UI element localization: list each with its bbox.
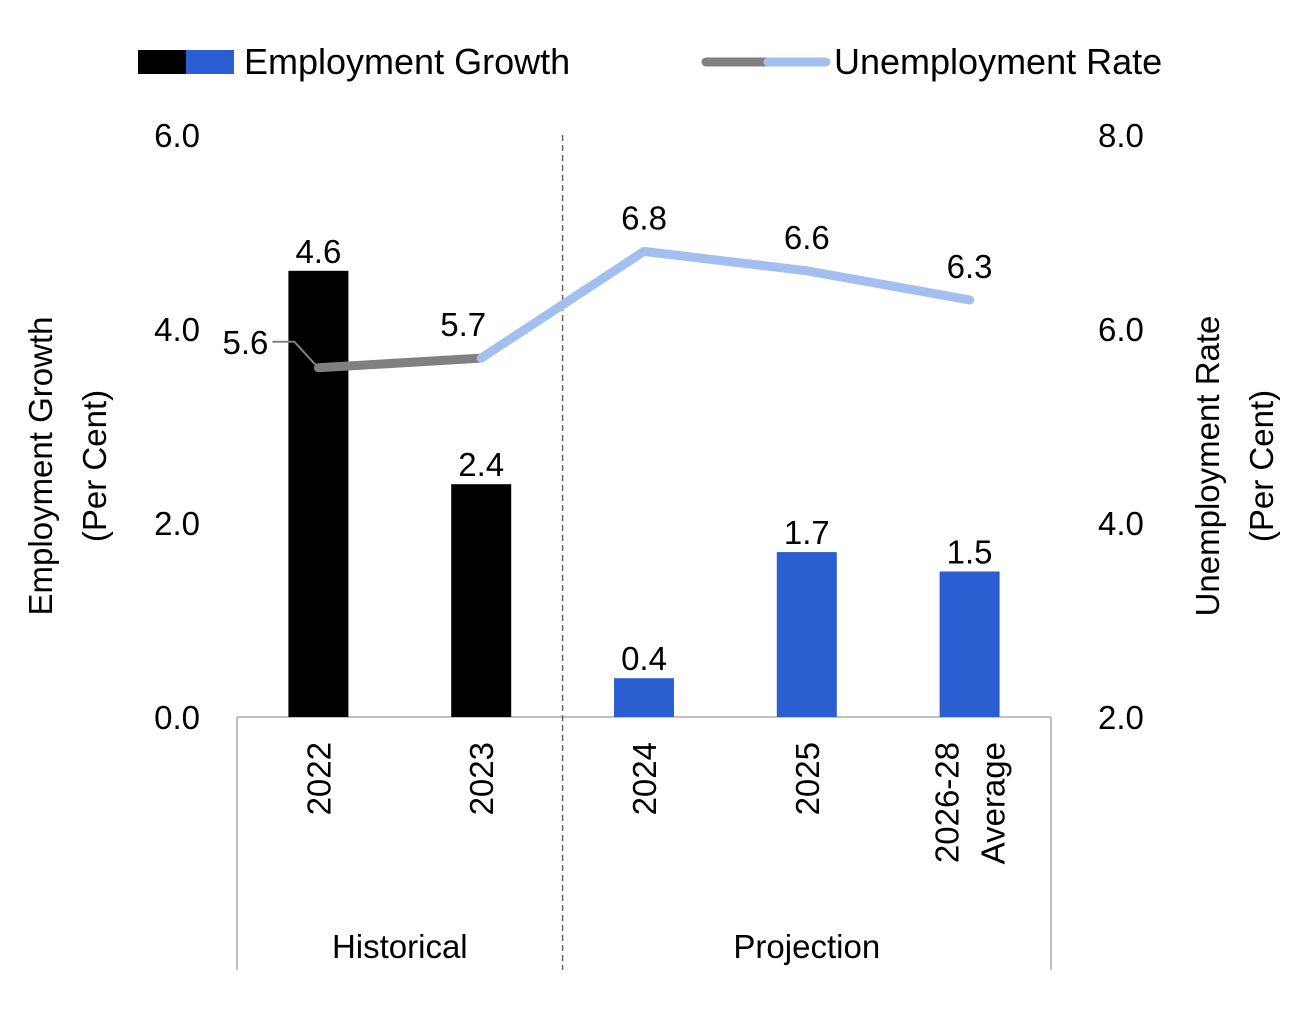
- category-label: 2024: [626, 742, 663, 815]
- category-label: Average: [975, 742, 1012, 864]
- y-right-tick-label: 2.0: [1098, 699, 1144, 736]
- y-left-axis-title: (Per Cent): [76, 390, 113, 542]
- legend-swatch-bar-historical: [138, 50, 186, 74]
- group-label: Projection: [733, 928, 880, 965]
- bar-value-label: 1.7: [784, 514, 830, 551]
- bar-2022: [288, 270, 349, 717]
- line-value-label: 6.3: [947, 248, 993, 285]
- bar-value-label: 0.4: [621, 640, 667, 677]
- unemployment-line-historical: [313, 353, 486, 373]
- bar-2023: [451, 484, 512, 717]
- bar-value-label: 1.5: [947, 534, 993, 571]
- line-value-label: 6.6: [784, 219, 830, 256]
- y-left-tick-label: 2.0: [154, 505, 200, 542]
- bar-2024: [614, 678, 674, 717]
- y-left-axis-title: Employment Growth: [22, 317, 59, 616]
- legend-label-employment-growth: Employment Growth: [244, 41, 570, 82]
- category-label: 2026-28: [929, 742, 966, 863]
- y-right-tick-label: 4.0: [1098, 505, 1144, 542]
- y-right-axis-title: (Per Cent): [1243, 390, 1280, 542]
- unemployment-line-projection: [476, 246, 975, 363]
- category-label: 2025: [789, 742, 826, 815]
- category-label: 2023: [463, 742, 500, 815]
- y-right-axis-title: Unemployment Rate: [1189, 316, 1226, 617]
- bar-2025: [776, 552, 837, 717]
- bar-value-label: 2.4: [458, 446, 504, 483]
- line-value-label: 6.8: [621, 199, 667, 236]
- bar-value-label: 4.6: [295, 233, 341, 270]
- line-value-label: 5.6: [223, 324, 269, 361]
- line-value-label: 5.7: [440, 306, 486, 343]
- y-left-tick-label: 6.0: [154, 117, 200, 154]
- bar-2026-28-average: [939, 571, 1000, 717]
- legend-swatch-bar-projection: [186, 50, 234, 74]
- category-label: 2022: [300, 742, 337, 815]
- legend-label-unemployment-rate: Unemployment Rate: [834, 41, 1162, 82]
- line-label-leader: [272, 340, 318, 367]
- y-right-tick-label: 8.0: [1098, 117, 1144, 154]
- y-left-tick-label: 0.0: [154, 699, 200, 736]
- group-label: Historical: [332, 928, 468, 965]
- y-right-tick-label: 6.0: [1098, 311, 1144, 348]
- y-left-tick-label: 4.0: [154, 311, 200, 348]
